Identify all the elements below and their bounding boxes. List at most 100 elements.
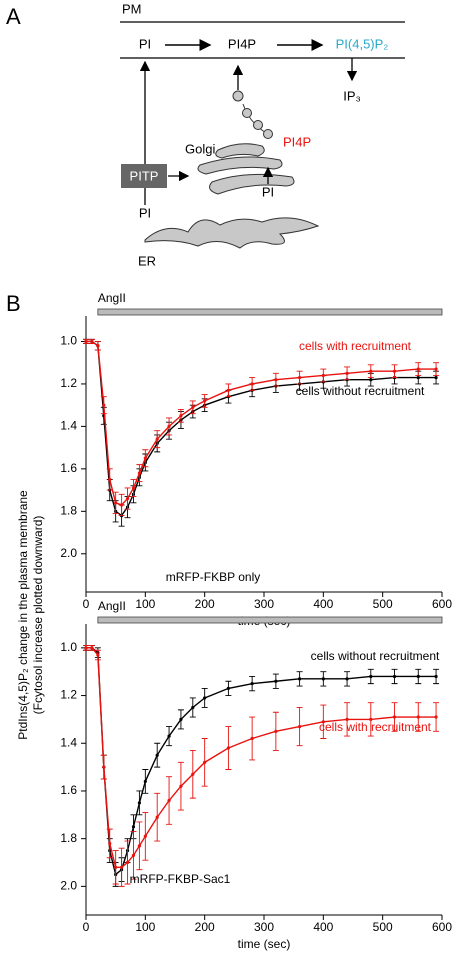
node-label: Golgi [185,141,215,156]
data-point [90,339,94,344]
data-point [345,677,349,681]
data-point [392,369,397,373]
y-tick-label: 1.6 [60,461,77,475]
data-point [84,339,88,344]
series-label: cells without recruitment [296,384,425,398]
data-point [167,424,171,428]
y-tick-label: 1.6 [60,783,77,797]
data-point [131,486,136,490]
data-point [416,674,420,679]
x-tick-label: 500 [373,920,393,934]
data-point [167,734,171,738]
y-tick-label: 1.0 [60,334,77,348]
stimulus-bar [97,308,443,316]
x-tick-label: 600 [432,920,452,934]
x-axis-label: time (sec) [238,937,291,951]
data-point [191,705,195,710]
node-label: ER [138,253,156,268]
data-point [203,399,207,403]
data-point [102,765,106,769]
node-label: PI(4,5)P₂ [336,36,389,51]
data-point [416,715,420,719]
data-point [203,760,207,764]
data-point [143,456,147,460]
node-label: PI [139,205,151,220]
data-point [369,717,373,722]
data-point [167,798,171,803]
x-tick-label: 400 [313,597,333,611]
series-label: cells with recruitment [299,339,412,353]
node-label: IP₃ [343,88,361,103]
y-tick-label: 1.2 [60,376,77,390]
data-point [274,729,278,733]
pitp-box [121,164,167,188]
data-point [298,724,302,729]
data-point [274,378,278,382]
data-point [321,677,325,681]
data-point [179,784,183,788]
er-shape [144,217,320,249]
data-point [131,853,136,857]
data-point [226,388,230,392]
data-point [191,772,195,776]
data-point [137,844,141,848]
data-point [137,471,141,475]
data-point [96,344,100,348]
data-point [298,375,302,380]
data-point [120,865,124,869]
y-axis-label: PtdIns(4,5)P₂ change in the plasma membr… [16,490,30,740]
data-point [125,860,130,865]
chart-note: mRFP-FKBP only [166,570,260,584]
x-tick-label: 300 [254,920,274,934]
x-tick-label: 200 [195,920,215,934]
data-point [137,801,141,805]
data-point [274,679,278,683]
data-point [416,367,420,371]
y-tick-label: 1.4 [60,735,77,749]
x-tick-label: 0 [83,920,90,934]
data-point [191,405,195,409]
data-point [369,369,373,373]
golgi-shape [197,143,295,195]
diagram: PM PI PI4P PI(4,5)P₂ IP₃ PITP Golgi PI4P… [120,1,405,268]
data-point [131,825,136,829]
data-point [226,686,230,691]
pm-label: PM [122,1,142,16]
vesicles [232,90,273,139]
data-point [416,375,420,380]
data-point [96,653,100,657]
data-point [84,646,88,650]
data-point [345,717,349,722]
data-point [434,375,438,380]
x-tick-label: 300 [254,597,274,611]
data-point [369,378,373,382]
data-point [321,720,325,724]
data-point [434,674,438,679]
stimulus-bar [97,616,443,624]
x-tick-label: 100 [135,597,155,611]
x-tick-label: 0 [83,597,90,611]
x-tick-label: 200 [195,597,215,611]
data-point [108,841,112,846]
node-label: PI [262,184,274,199]
data-point [369,674,373,679]
series-line [86,647,437,876]
node-label: PI [139,36,151,51]
data-point [434,715,438,719]
y-tick-label: 2.0 [60,879,77,893]
y-axis-label: (Fcytosol increase plotted downward) [31,516,45,715]
data-point [179,717,183,722]
series-line [86,647,437,868]
chart-note: mRFP-FKBP-Sac1 [130,872,231,886]
data-point [203,696,207,700]
data-point [179,414,183,418]
data-point [114,501,118,505]
y-tick-label: 1.2 [60,688,77,702]
data-point [102,403,106,407]
x-tick-label: 500 [373,597,393,611]
x-tick-label: 600 [432,597,452,611]
data-point [250,382,254,386]
data-point [321,373,325,378]
y-tick-label: 2.0 [60,546,77,560]
